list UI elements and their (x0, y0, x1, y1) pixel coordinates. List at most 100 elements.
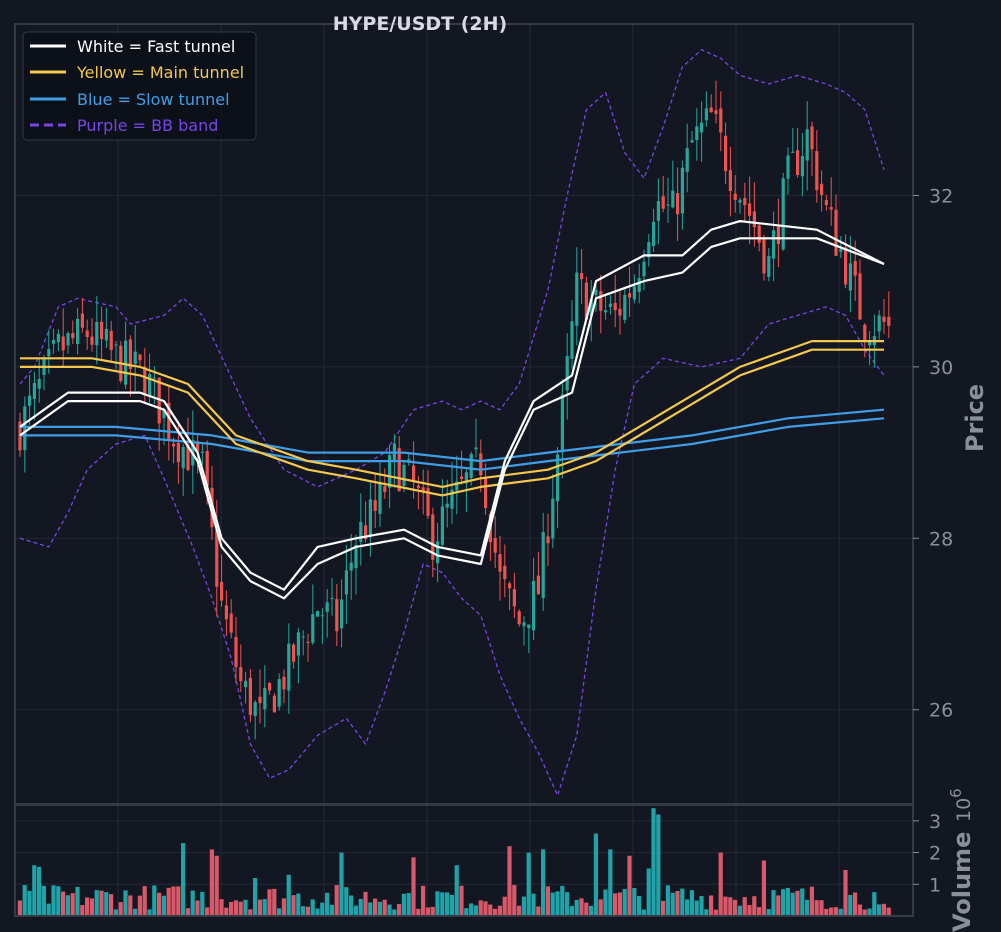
volume-bar (37, 866, 42, 916)
volume-bar (22, 884, 27, 916)
volume-bar (257, 899, 262, 916)
candle-body (215, 529, 219, 587)
volume-bar (349, 895, 354, 916)
volume-bar (243, 899, 248, 916)
volume-bar (723, 896, 728, 916)
chart-title: HYPE/USDT (2H) (333, 13, 507, 35)
volume-bar (109, 894, 114, 916)
candle-body (652, 221, 656, 246)
candle-body (680, 167, 684, 214)
volume-bar (440, 892, 445, 916)
candle-body (613, 303, 617, 311)
candle-body (479, 453, 483, 476)
candle-body (546, 536, 550, 544)
candle-body (594, 289, 598, 295)
volume-bar (867, 908, 872, 916)
legend-fast-label: White = Fast tunnel (77, 37, 235, 56)
price-tick-label-28: 28 (929, 528, 953, 550)
candle-body (234, 636, 238, 668)
volume-bar (449, 894, 454, 916)
volume-bar (89, 898, 94, 916)
volume-bar (358, 898, 363, 916)
candle-body (37, 378, 41, 389)
candle-body (109, 330, 113, 350)
volume-bar (454, 865, 459, 916)
candle-body (23, 406, 27, 451)
volume-bar (805, 899, 810, 916)
volume-bar (128, 895, 133, 916)
candle-body (244, 680, 248, 688)
candle-body (757, 225, 761, 243)
volume-bar (80, 905, 85, 916)
volume-bar (473, 905, 478, 916)
candle-body (128, 339, 132, 369)
volume-bar (776, 895, 781, 916)
volume-bar (51, 885, 56, 916)
candle-body (416, 485, 420, 488)
volume-bar (819, 900, 824, 916)
volume-tick-label-2: 2 (929, 843, 941, 865)
bb-band-lines (19, 49, 885, 797)
volume-bar (421, 885, 426, 916)
candle-body (709, 107, 713, 113)
volume-bar (469, 903, 474, 916)
legend: White = Fast tunnel Yellow = Main tunnel… (22, 31, 257, 141)
candle-body (844, 247, 848, 285)
volume-bar (545, 886, 550, 916)
candle-body (335, 599, 339, 632)
volume-bar (766, 909, 771, 916)
volume-bar (550, 892, 555, 916)
volume-bar (718, 852, 723, 916)
volume-bar (61, 891, 66, 916)
candle-body (52, 339, 56, 344)
volume-bar (200, 891, 205, 916)
candle-body (508, 583, 512, 589)
candle-body (685, 148, 689, 172)
volume-bar (219, 899, 224, 916)
candle-body (632, 286, 636, 300)
candle-body (666, 204, 670, 206)
volume-bar (747, 904, 752, 916)
candle-body (90, 336, 94, 345)
volume-bar (862, 909, 867, 916)
volume-bar (733, 899, 738, 916)
candle-body (733, 193, 737, 200)
volume-bar (401, 893, 406, 916)
candle-body (791, 151, 795, 153)
candle-body (76, 319, 80, 345)
volume-panel-frame (14, 804, 914, 917)
volume-bar (483, 901, 488, 916)
candle-body (186, 444, 190, 470)
volume-bar (17, 900, 22, 916)
candle-body (628, 293, 632, 298)
volume-bar (411, 857, 416, 916)
volume-bar (689, 890, 694, 916)
volume-bar (353, 905, 358, 916)
price-tick-label-30: 30 (929, 357, 953, 379)
candle-body (61, 336, 65, 351)
candle-body (820, 183, 824, 195)
volume-bar (848, 895, 853, 916)
volume-bar (627, 855, 632, 916)
volume-bar (171, 886, 176, 916)
candle-body (642, 261, 646, 277)
volume-bar (195, 900, 200, 916)
volume-bar (661, 900, 666, 916)
volume-axis-unit: 106 (947, 788, 975, 822)
price-tick-label-26: 26 (929, 700, 953, 722)
volume-bar (829, 907, 834, 916)
price-axis-ticks: 26 28 30 32 (913, 185, 953, 722)
candle-body (181, 446, 185, 469)
candle-body (527, 624, 531, 629)
volume-bar (281, 898, 286, 916)
candle-body (80, 313, 84, 328)
volume-bar (728, 897, 733, 916)
volume-bar (233, 900, 238, 916)
candle-body (224, 605, 228, 620)
candle-body (162, 408, 166, 418)
candle-body (676, 193, 680, 215)
main-tunnel-lower-line (20, 348, 884, 497)
volume-bar (800, 888, 805, 916)
volume-bar (113, 909, 118, 916)
candle-body (205, 450, 209, 486)
